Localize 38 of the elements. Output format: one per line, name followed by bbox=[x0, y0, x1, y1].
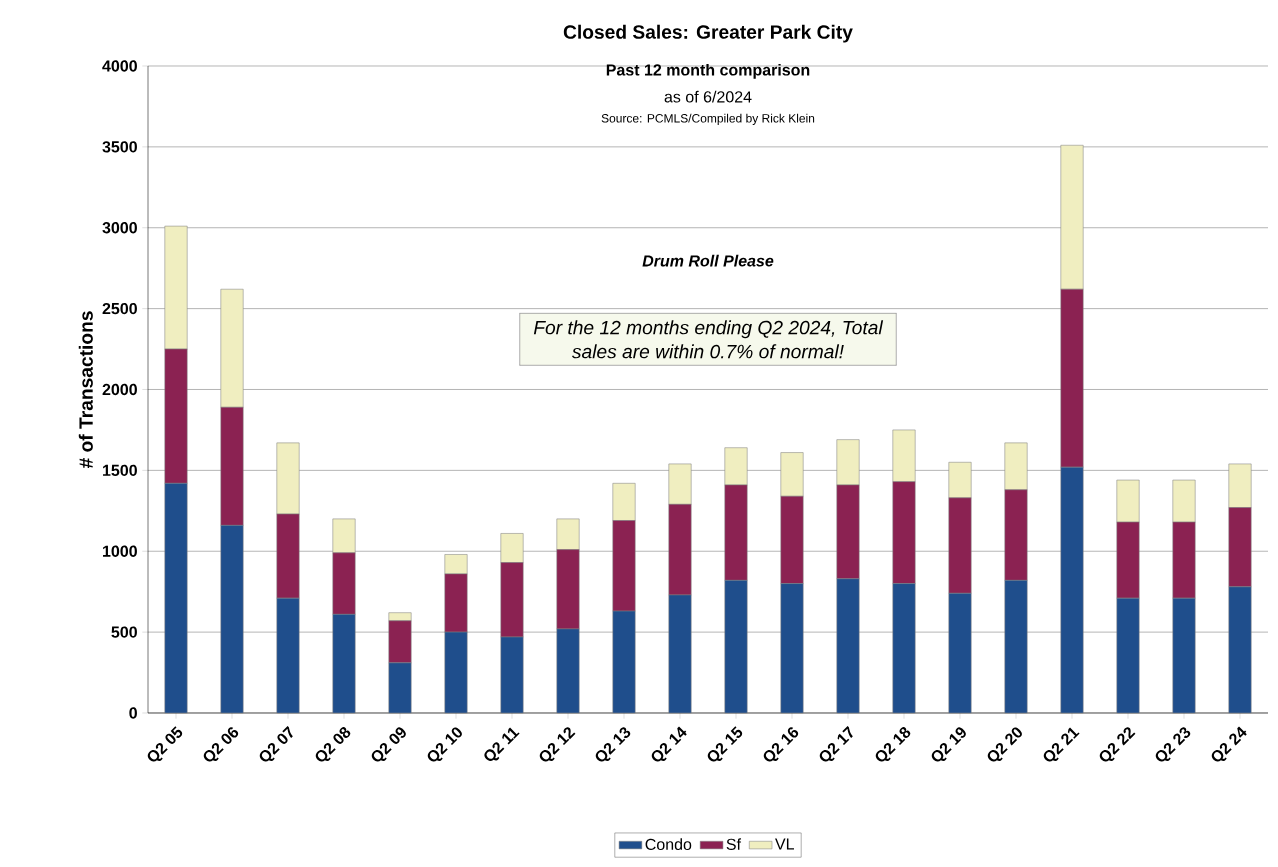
legend-label: Sf bbox=[726, 838, 742, 851]
y-tick-label: 3000 bbox=[102, 222, 137, 234]
legend-label: Condo bbox=[645, 838, 692, 851]
y-axis-title: # of Transactions bbox=[78, 311, 93, 469]
x-tick-label: Q2 06 bbox=[203, 727, 239, 762]
x-tick-label: Q2 05 bbox=[147, 726, 183, 762]
x-tick-label: Q2 14 bbox=[651, 726, 687, 762]
chart-subtitle: Past 12 month comparison bbox=[606, 63, 810, 79]
x-tick-label: Q2 20 bbox=[987, 727, 1022, 762]
y-tick-label: 1500 bbox=[103, 464, 137, 477]
x-tick-label: Q2 08 bbox=[315, 727, 351, 762]
y-tick-label: 2500 bbox=[102, 302, 137, 315]
x-tick-label: Q2 12 bbox=[539, 727, 576, 762]
x-tick-label: Q2 11 bbox=[484, 727, 520, 761]
x-tick-label: Q2 19 bbox=[931, 727, 966, 762]
y-tick-label: 3500 bbox=[102, 141, 137, 153]
x-tick-label: Q2 10 bbox=[427, 727, 462, 762]
y-tick-label: 4000 bbox=[102, 60, 137, 72]
legend-label: VL bbox=[775, 838, 794, 850]
x-tick-label: Q2 13 bbox=[595, 727, 631, 762]
x-tick-label: Q2 09 bbox=[371, 727, 406, 762]
x-tick-label: Q2 16 bbox=[763, 727, 799, 762]
x-tick-label: Q2 18 bbox=[875, 727, 911, 762]
x-tick-label: Q2 15 bbox=[707, 726, 743, 762]
y-tick-label: 1000 bbox=[103, 545, 137, 557]
annotation: Source: PCMLS/Compiled by Rick Klein bbox=[601, 113, 815, 125]
y-tick-label: 2000 bbox=[102, 383, 137, 396]
annotation: Drum Roll Please bbox=[642, 254, 774, 267]
y-tick-label: 500 bbox=[111, 626, 137, 638]
x-tick-label: Q2 22 bbox=[1099, 727, 1136, 762]
y-tick-label: 0 bbox=[129, 707, 137, 719]
annotation: as of 6/2024 bbox=[664, 90, 752, 103]
x-tick-label: Q2 17 bbox=[819, 725, 853, 762]
x-tick-label: Q2 24 bbox=[1211, 726, 1247, 762]
x-tick-label: Q2 21 bbox=[1043, 727, 1080, 762]
chart-title: Closed Sales: Greater Park City bbox=[563, 24, 853, 43]
x-tick-label: Q2 07 bbox=[259, 725, 293, 762]
x-tick-label: Q2 23 bbox=[1155, 727, 1191, 762]
